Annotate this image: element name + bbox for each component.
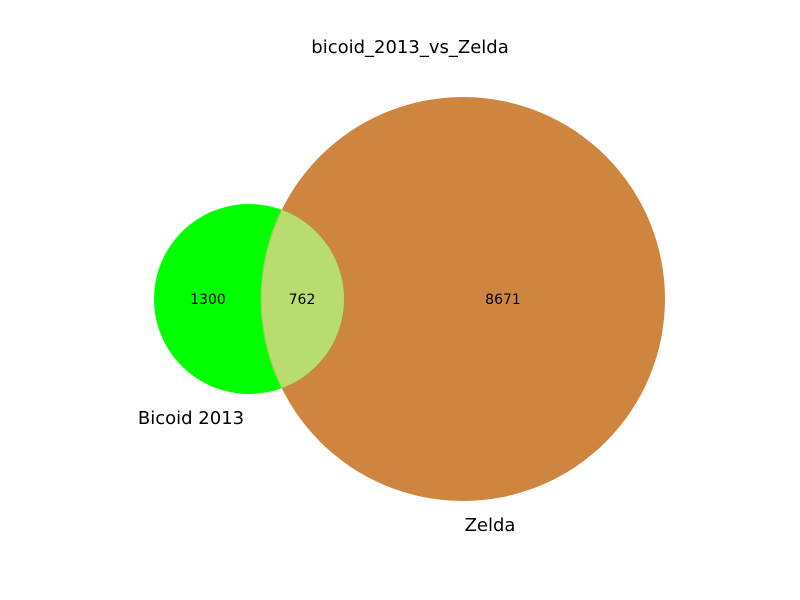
zelda-only-count: 8671 [485,292,521,308]
diagram-title: bicoid_2013_vs_Zelda [311,37,508,58]
intersection-count: 762 [289,292,316,308]
bicoid-only-count: 1300 [190,292,226,308]
bicoid-2013-label: Bicoid 2013 [138,408,244,429]
zelda-label: Zelda [465,515,516,536]
zelda-circle [261,97,665,501]
intersection-region [260,204,344,394]
